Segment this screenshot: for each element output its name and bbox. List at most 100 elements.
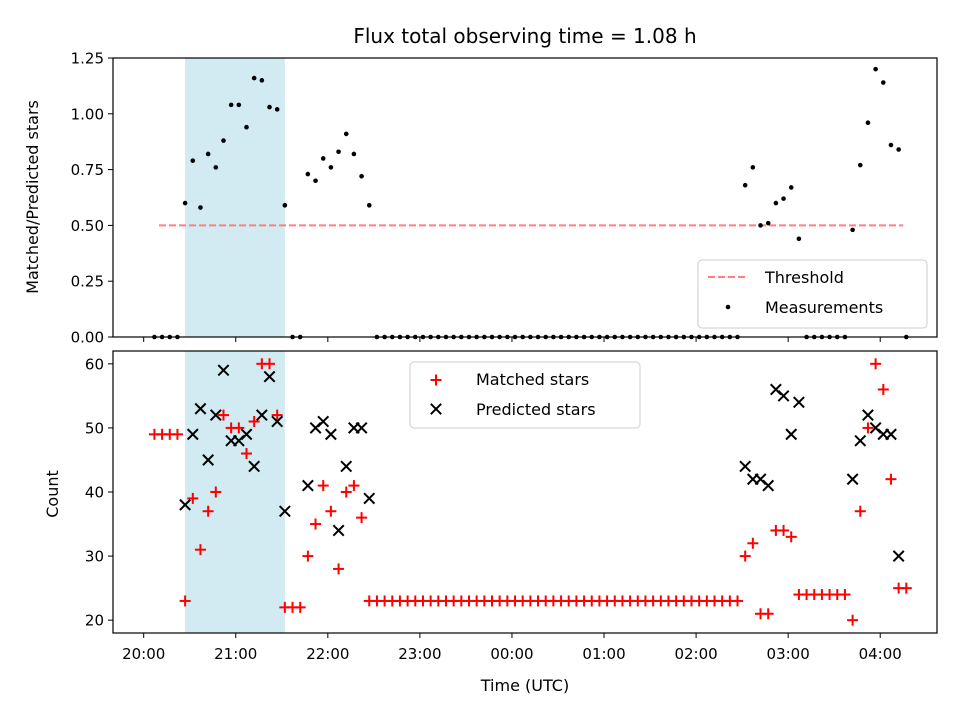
bottom-point-1-1-stroke-1: [186, 428, 199, 441]
top-point-0-20: [305, 171, 311, 177]
x-tick-label-4: 00:00: [490, 645, 533, 663]
top-legend-box: [697, 259, 928, 329]
bottom-point-0-94: [870, 358, 882, 370]
bottom-point-0-26: [348, 480, 360, 492]
top-y-tick-label-1: 0.25: [71, 273, 104, 291]
bottom-point-1-18: [332, 524, 345, 537]
x-axis-label: Time (UTC): [480, 676, 569, 695]
x-tick-label-3: 23:00: [398, 645, 441, 663]
top-point-0-4: [182, 200, 188, 206]
bottom-point-0-21: [310, 518, 322, 530]
top-y-axis-label: Matched/Predicted stars: [23, 100, 42, 294]
bottom-point-1-0: [179, 498, 192, 511]
bottom-point-0-12: [240, 448, 252, 460]
legend-measurements-label: Measurements: [765, 298, 883, 317]
bottom-point-1-26: [762, 479, 775, 492]
bottom-point-1-29: [785, 428, 798, 441]
bottom-point-0-23: [325, 505, 337, 517]
bottom-point-1-32: [854, 434, 867, 447]
bottom-point-0-19: [294, 601, 306, 613]
bottom-point-1-28: [777, 389, 790, 402]
bottom-point-0-3: [171, 428, 183, 440]
bottom-y-tick-label-1: 30: [85, 548, 104, 566]
bottom-point-1-2: [194, 402, 207, 415]
bottom-point-0-90: [839, 589, 851, 601]
bottom-point-1-29-stroke-1: [785, 428, 798, 441]
top-point-0-7: [205, 151, 211, 157]
bottom-point-1-31-stroke-1: [846, 473, 859, 486]
bottom-point-0-4: [179, 595, 191, 607]
bottom-point-1-36-stroke-1: [885, 428, 897, 441]
bottom-point-1-0-stroke-1: [179, 498, 192, 511]
top-point-0-9: [221, 138, 226, 143]
bottom-point-0-80: [762, 608, 774, 620]
top-point-0-15: [267, 104, 272, 110]
bottom-series-predicted-stars: [179, 364, 905, 562]
bottom-point-1-23-stroke-1: [739, 460, 752, 473]
bottom-point-1-32-stroke-1: [854, 434, 867, 447]
bottom-point-1-16-stroke-1: [317, 415, 330, 428]
bottom-point-1-30-stroke-1: [792, 396, 805, 409]
bottom-point-0-6: [194, 544, 206, 556]
bottom-point-1-22-stroke-1: [363, 492, 376, 505]
x-tick-label-8: 04:00: [859, 645, 902, 663]
top-point-0-95: [880, 80, 886, 85]
x-tick-label-6: 02:00: [674, 645, 717, 663]
bottom-y-tick-label-0: 20: [85, 612, 104, 630]
bottom-point-1-36: [885, 428, 897, 441]
top-y-tick-label-0: 0.00: [71, 329, 104, 347]
bottom-point-1-33: [862, 409, 874, 421]
bottom-point-1-26-stroke-1: [762, 479, 775, 492]
x-tick-label-2: 22:00: [306, 645, 349, 663]
bottom-point-1-22: [363, 492, 376, 505]
top-point-0-82: [781, 196, 786, 201]
x-tick-label-0: 20:00: [122, 645, 165, 663]
bottom-point-1-8: [240, 428, 253, 441]
bottom-point-0-95: [877, 383, 889, 395]
top-point-0-5: [190, 158, 196, 163]
bottom-point-0-22: [317, 480, 329, 492]
bottom-point-0-7: [202, 505, 214, 517]
bottom-point-0-8: [210, 486, 222, 498]
top-y-tick-label-3: 0.75: [71, 161, 104, 179]
bottom-point-1-5-stroke-1: [217, 364, 230, 377]
bottom-point-1-21: [355, 422, 368, 434]
bottom-point-1-31: [846, 473, 859, 486]
bottom-point-1-1: [186, 428, 199, 441]
top-point-0-80: [765, 220, 771, 226]
top-point-0-21: [313, 178, 318, 184]
bottom-point-1-9-stroke-1: [248, 460, 261, 473]
top-point-0-16: [274, 107, 280, 112]
bottom-point-0-92: [854, 505, 866, 517]
bottom-point-1-8-stroke-1: [240, 428, 253, 441]
bottom-y-tick-label-3: 50: [85, 419, 104, 437]
top-point-0-22: [320, 156, 326, 161]
bottom-point-1-10: [255, 409, 268, 421]
bottom-point-1-23: [739, 460, 752, 473]
bottom-point-0-16: [271, 409, 283, 421]
bottom-point-1-25-stroke-1: [754, 473, 767, 486]
top-point-0-84: [796, 236, 802, 242]
bottom-point-1-3: [202, 454, 215, 466]
top-point-0-94: [873, 66, 878, 72]
top-point-0-93: [865, 120, 871, 126]
bottom-point-1-11: [263, 370, 276, 383]
bottom-point-1-12: [271, 415, 284, 428]
top-point-0-78: [750, 165, 756, 170]
bottom-point-0-98: [900, 582, 912, 594]
bottom-point-1-11-stroke-1: [263, 370, 276, 383]
bottom-legend-box: [409, 361, 641, 429]
x-tick-label-5: 01:00: [582, 645, 625, 663]
bottom-point-1-19-stroke-1: [340, 460, 353, 473]
bottom-point-1-33-stroke-1: [862, 409, 874, 421]
bottom-point-1-18-stroke-1: [332, 524, 345, 537]
bottom-point-0-24: [333, 563, 345, 575]
top-point-0-25: [343, 131, 349, 137]
bottom-highlight-span: [185, 351, 285, 633]
bottom-point-1-4: [209, 409, 222, 421]
bottom-point-1-30: [792, 396, 805, 409]
bottom-point-1-13-stroke-1: [278, 505, 291, 518]
bottom-point-0-96: [885, 473, 897, 485]
bottom-point-1-34-stroke-1: [869, 422, 882, 434]
